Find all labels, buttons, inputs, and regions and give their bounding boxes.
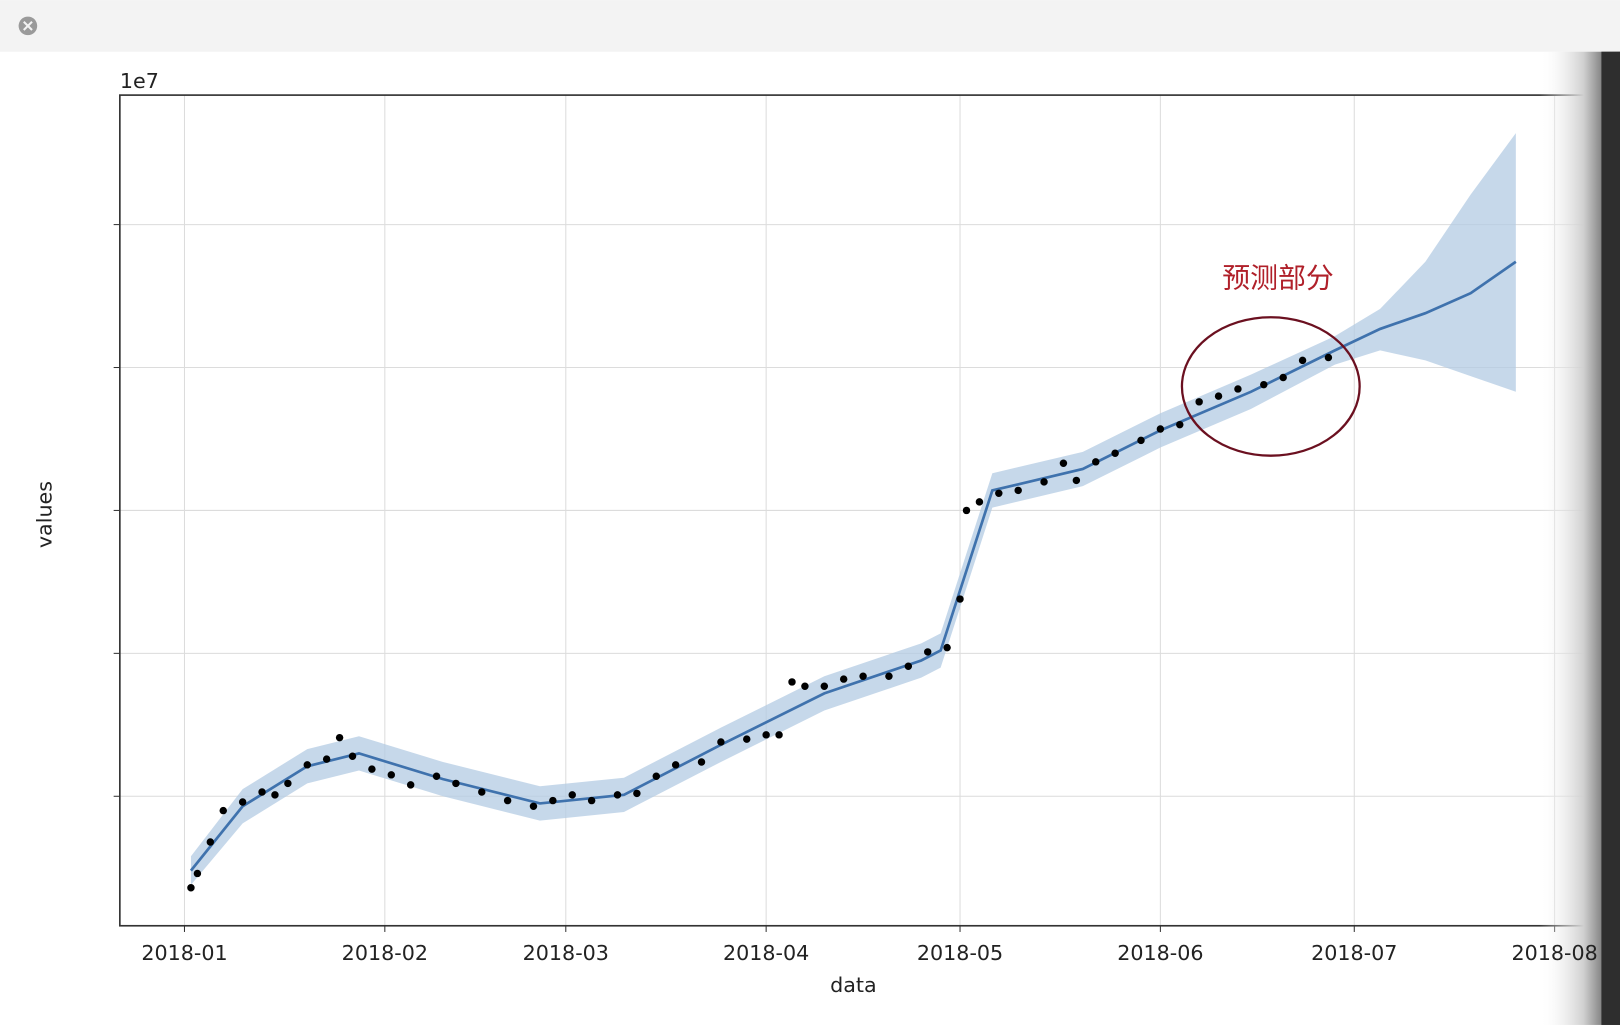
- observed-point: [1176, 420, 1184, 429]
- title-bar: [0, 0, 1620, 52]
- observed-point: [219, 806, 227, 815]
- close-icon: [23, 21, 33, 31]
- observed-point: [1092, 458, 1100, 466]
- observed-point: [859, 672, 867, 680]
- observed-point: [956, 595, 964, 603]
- observed-point: [348, 752, 357, 760]
- observed-point: [762, 731, 770, 739]
- annotation: 预测部分: [1222, 261, 1334, 294]
- observed-point: [788, 678, 796, 686]
- observed-point: [387, 771, 396, 779]
- x-tick-label: 2018-07: [1311, 941, 1397, 965]
- observed-point: [406, 781, 415, 789]
- observed-point: [258, 788, 266, 796]
- observed-point: [975, 498, 984, 506]
- observed-point: [995, 489, 1003, 498]
- y-axis-label: values: [33, 481, 57, 548]
- x-tick-label: 2018-01: [141, 941, 227, 965]
- observed-point: [1137, 436, 1145, 445]
- observed-point: [717, 738, 725, 746]
- observed-point: [1040, 478, 1048, 486]
- x-tick-label: 2018-08: [1511, 941, 1597, 965]
- x-tick-label: 2018-02: [342, 941, 428, 965]
- observed-point: [1195, 398, 1203, 406]
- highlight-ellipse: [1180, 316, 1361, 457]
- observed-point: [1234, 385, 1242, 393]
- observed-point: [587, 796, 596, 805]
- observed-point: [743, 735, 751, 743]
- observed-point: [943, 643, 951, 652]
- x-tick-label: 2018-03: [523, 941, 609, 965]
- x-tick-label: 2018-06: [1117, 941, 1203, 965]
- observed-point: [549, 796, 557, 805]
- observed-point: [633, 789, 641, 798]
- observed-point: [368, 765, 376, 773]
- observed-point: [478, 788, 486, 796]
- x-tick-label: 2018-04: [723, 941, 809, 965]
- y-offset-label: 1e7: [120, 69, 159, 93]
- observed-point: [904, 662, 913, 670]
- observed-point: [335, 733, 344, 742]
- observed-point: [238, 798, 247, 806]
- observed-point: [206, 838, 215, 846]
- observed-point: [1324, 353, 1333, 362]
- observed-point: [1214, 392, 1223, 400]
- observed-point: [432, 772, 441, 780]
- observed-point: [1072, 476, 1081, 485]
- observed-point: [1059, 459, 1068, 467]
- observed-point: [962, 506, 971, 515]
- observed-point: [271, 791, 279, 799]
- observed-point: [193, 869, 202, 878]
- observed-point: [529, 802, 538, 811]
- window-border: [1601, 51, 1620, 1025]
- observed-point: [503, 796, 512, 805]
- observed-point: [820, 682, 829, 690]
- observed-point: [671, 761, 680, 769]
- observed-point: [1014, 486, 1022, 495]
- observed-point: [652, 772, 660, 780]
- observed-point: [923, 648, 932, 656]
- forecast-line: [189, 260, 1517, 872]
- observed-point: [775, 731, 783, 739]
- observed-point: [1156, 425, 1165, 433]
- observed-point: [187, 884, 195, 892]
- observed-point: [284, 779, 292, 788]
- observed-point: [322, 755, 331, 763]
- observed-point: [697, 758, 706, 766]
- observed-point: [613, 791, 622, 799]
- observed-point: [1279, 373, 1287, 382]
- x-axis-label: data: [830, 973, 877, 997]
- observed-point: [568, 791, 576, 799]
- x-tick-label: 2018-05: [917, 941, 1003, 965]
- observed-point: [885, 672, 893, 680]
- observed-point: [1298, 356, 1307, 365]
- observed-point: [303, 761, 311, 769]
- observed-point: [1111, 449, 1119, 457]
- observed-point: [452, 779, 460, 788]
- observed-point: [1260, 380, 1268, 389]
- plot: [113, 95, 1587, 932]
- observed-point: [801, 682, 809, 690]
- observed-point: [839, 675, 848, 683]
